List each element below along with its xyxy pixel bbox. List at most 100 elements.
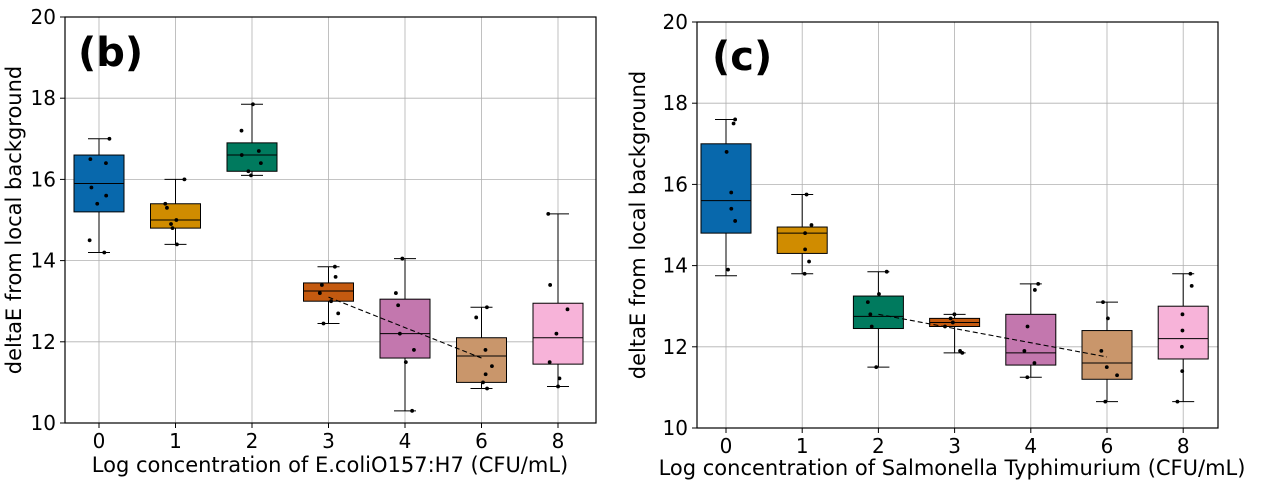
data-point — [1032, 288, 1037, 292]
data-point — [1180, 369, 1185, 374]
data-point — [1022, 348, 1027, 353]
data-point — [396, 303, 401, 308]
data-point — [729, 190, 734, 195]
panel-b-x-tick-label: 3 — [322, 429, 335, 453]
data-point — [474, 315, 479, 320]
iqr-box — [456, 337, 507, 383]
panel-c-y-tick-label: 16 — [663, 172, 688, 196]
data-point — [107, 136, 112, 141]
data-point — [1189, 284, 1194, 288]
data-point — [403, 360, 408, 364]
data-point — [809, 223, 814, 227]
data-point — [554, 331, 559, 336]
data-point — [483, 372, 488, 377]
data-point — [485, 305, 489, 310]
data-point — [333, 264, 337, 269]
panel-b-box-1 — [150, 177, 201, 247]
data-point — [1101, 300, 1105, 305]
data-point — [256, 149, 261, 153]
data-point — [1025, 375, 1030, 380]
data-point — [802, 271, 807, 276]
data-point — [733, 117, 738, 122]
data-point — [412, 348, 416, 352]
panel-b-x-tick-label: 4 — [399, 429, 412, 453]
panel-b-box-4 — [379, 256, 431, 413]
data-point — [165, 205, 169, 210]
panel-c-x-axis-label: Log concentration of Salmonella Typhimur… — [659, 456, 1246, 480]
panel-b-x-tick-label: 1 — [169, 429, 182, 453]
panel-c-y-tick-label: 18 — [663, 91, 688, 115]
iqr-box — [776, 226, 828, 254]
panel-c-y-tick-label: 12 — [663, 335, 688, 359]
data-point — [952, 312, 957, 317]
data-point — [803, 247, 808, 252]
panel-b-label: (b) — [78, 30, 143, 76]
panel-b-x-tick-label: 2 — [246, 429, 259, 453]
data-point — [1105, 316, 1110, 321]
panel-b-y-axis-label: deltaE from local background — [2, 66, 26, 375]
data-point — [1103, 399, 1108, 404]
panel-c-x-tick-label: 1 — [796, 434, 809, 458]
iqr-box — [532, 302, 584, 365]
data-point — [869, 324, 874, 329]
panel-b-y-tick-label: 10 — [31, 411, 56, 435]
iqr-box — [1081, 330, 1133, 380]
data-point — [490, 364, 494, 369]
data-point — [317, 291, 322, 295]
data-point — [733, 219, 738, 223]
data-point — [804, 192, 809, 197]
data-point — [104, 193, 109, 198]
panel-c-label: (c) — [712, 34, 772, 80]
panel-b-y-tick-label: 12 — [31, 330, 56, 354]
iqr-box — [226, 142, 278, 172]
panel-b-trend-line — [328, 296, 482, 359]
data-point — [393, 291, 398, 295]
data-point — [807, 259, 811, 264]
panel-b-y-tick-label: 14 — [31, 249, 56, 273]
panel-c-x-tick-label: 3 — [948, 434, 961, 458]
panel-c-frame — [696, 21, 1219, 429]
data-point — [102, 250, 107, 255]
data-point — [1180, 312, 1185, 317]
data-point — [89, 185, 94, 190]
data-point — [239, 128, 244, 133]
data-point — [1104, 365, 1109, 369]
panel-b-y-tick-label: 20 — [31, 5, 56, 29]
data-point — [729, 206, 734, 211]
data-point — [948, 316, 953, 321]
iqr-box — [852, 295, 904, 330]
panel-b-y-tick-label: 16 — [31, 167, 56, 191]
data-point — [175, 242, 179, 247]
data-point — [410, 408, 415, 413]
data-point — [397, 331, 402, 336]
panel-c-trend-line — [878, 313, 1108, 358]
panel-b-box-2 — [226, 102, 278, 178]
data-point — [726, 267, 730, 272]
data-point — [249, 173, 253, 178]
data-point — [548, 283, 553, 287]
data-point — [163, 201, 168, 206]
panel-b-x-tick-label: 6 — [475, 429, 488, 453]
iqr-box — [379, 298, 431, 359]
data-point — [1099, 348, 1104, 353]
data-point — [556, 384, 560, 389]
panel-c-y-tick-label: 10 — [663, 416, 688, 440]
iqr-box — [1005, 313, 1057, 366]
data-point — [1179, 344, 1184, 349]
panel-c-x-tick-label: 2 — [872, 434, 885, 458]
data-point — [336, 311, 341, 316]
data-point — [950, 320, 955, 325]
data-point — [1036, 281, 1041, 286]
iqr-box — [150, 203, 201, 229]
panel-c-y-axis-label: deltaE from local background — [626, 71, 650, 380]
panel-c-x-tick-label: 8 — [1177, 434, 1190, 458]
data-point — [884, 269, 889, 274]
panel-c-x-tick-label: 0 — [720, 434, 733, 458]
data-point — [803, 231, 807, 236]
data-point — [333, 274, 338, 279]
panel-b-x-tick-label: 0 — [93, 429, 106, 453]
data-point — [1175, 399, 1180, 404]
panel-c-y-tick-label: 20 — [663, 10, 688, 34]
